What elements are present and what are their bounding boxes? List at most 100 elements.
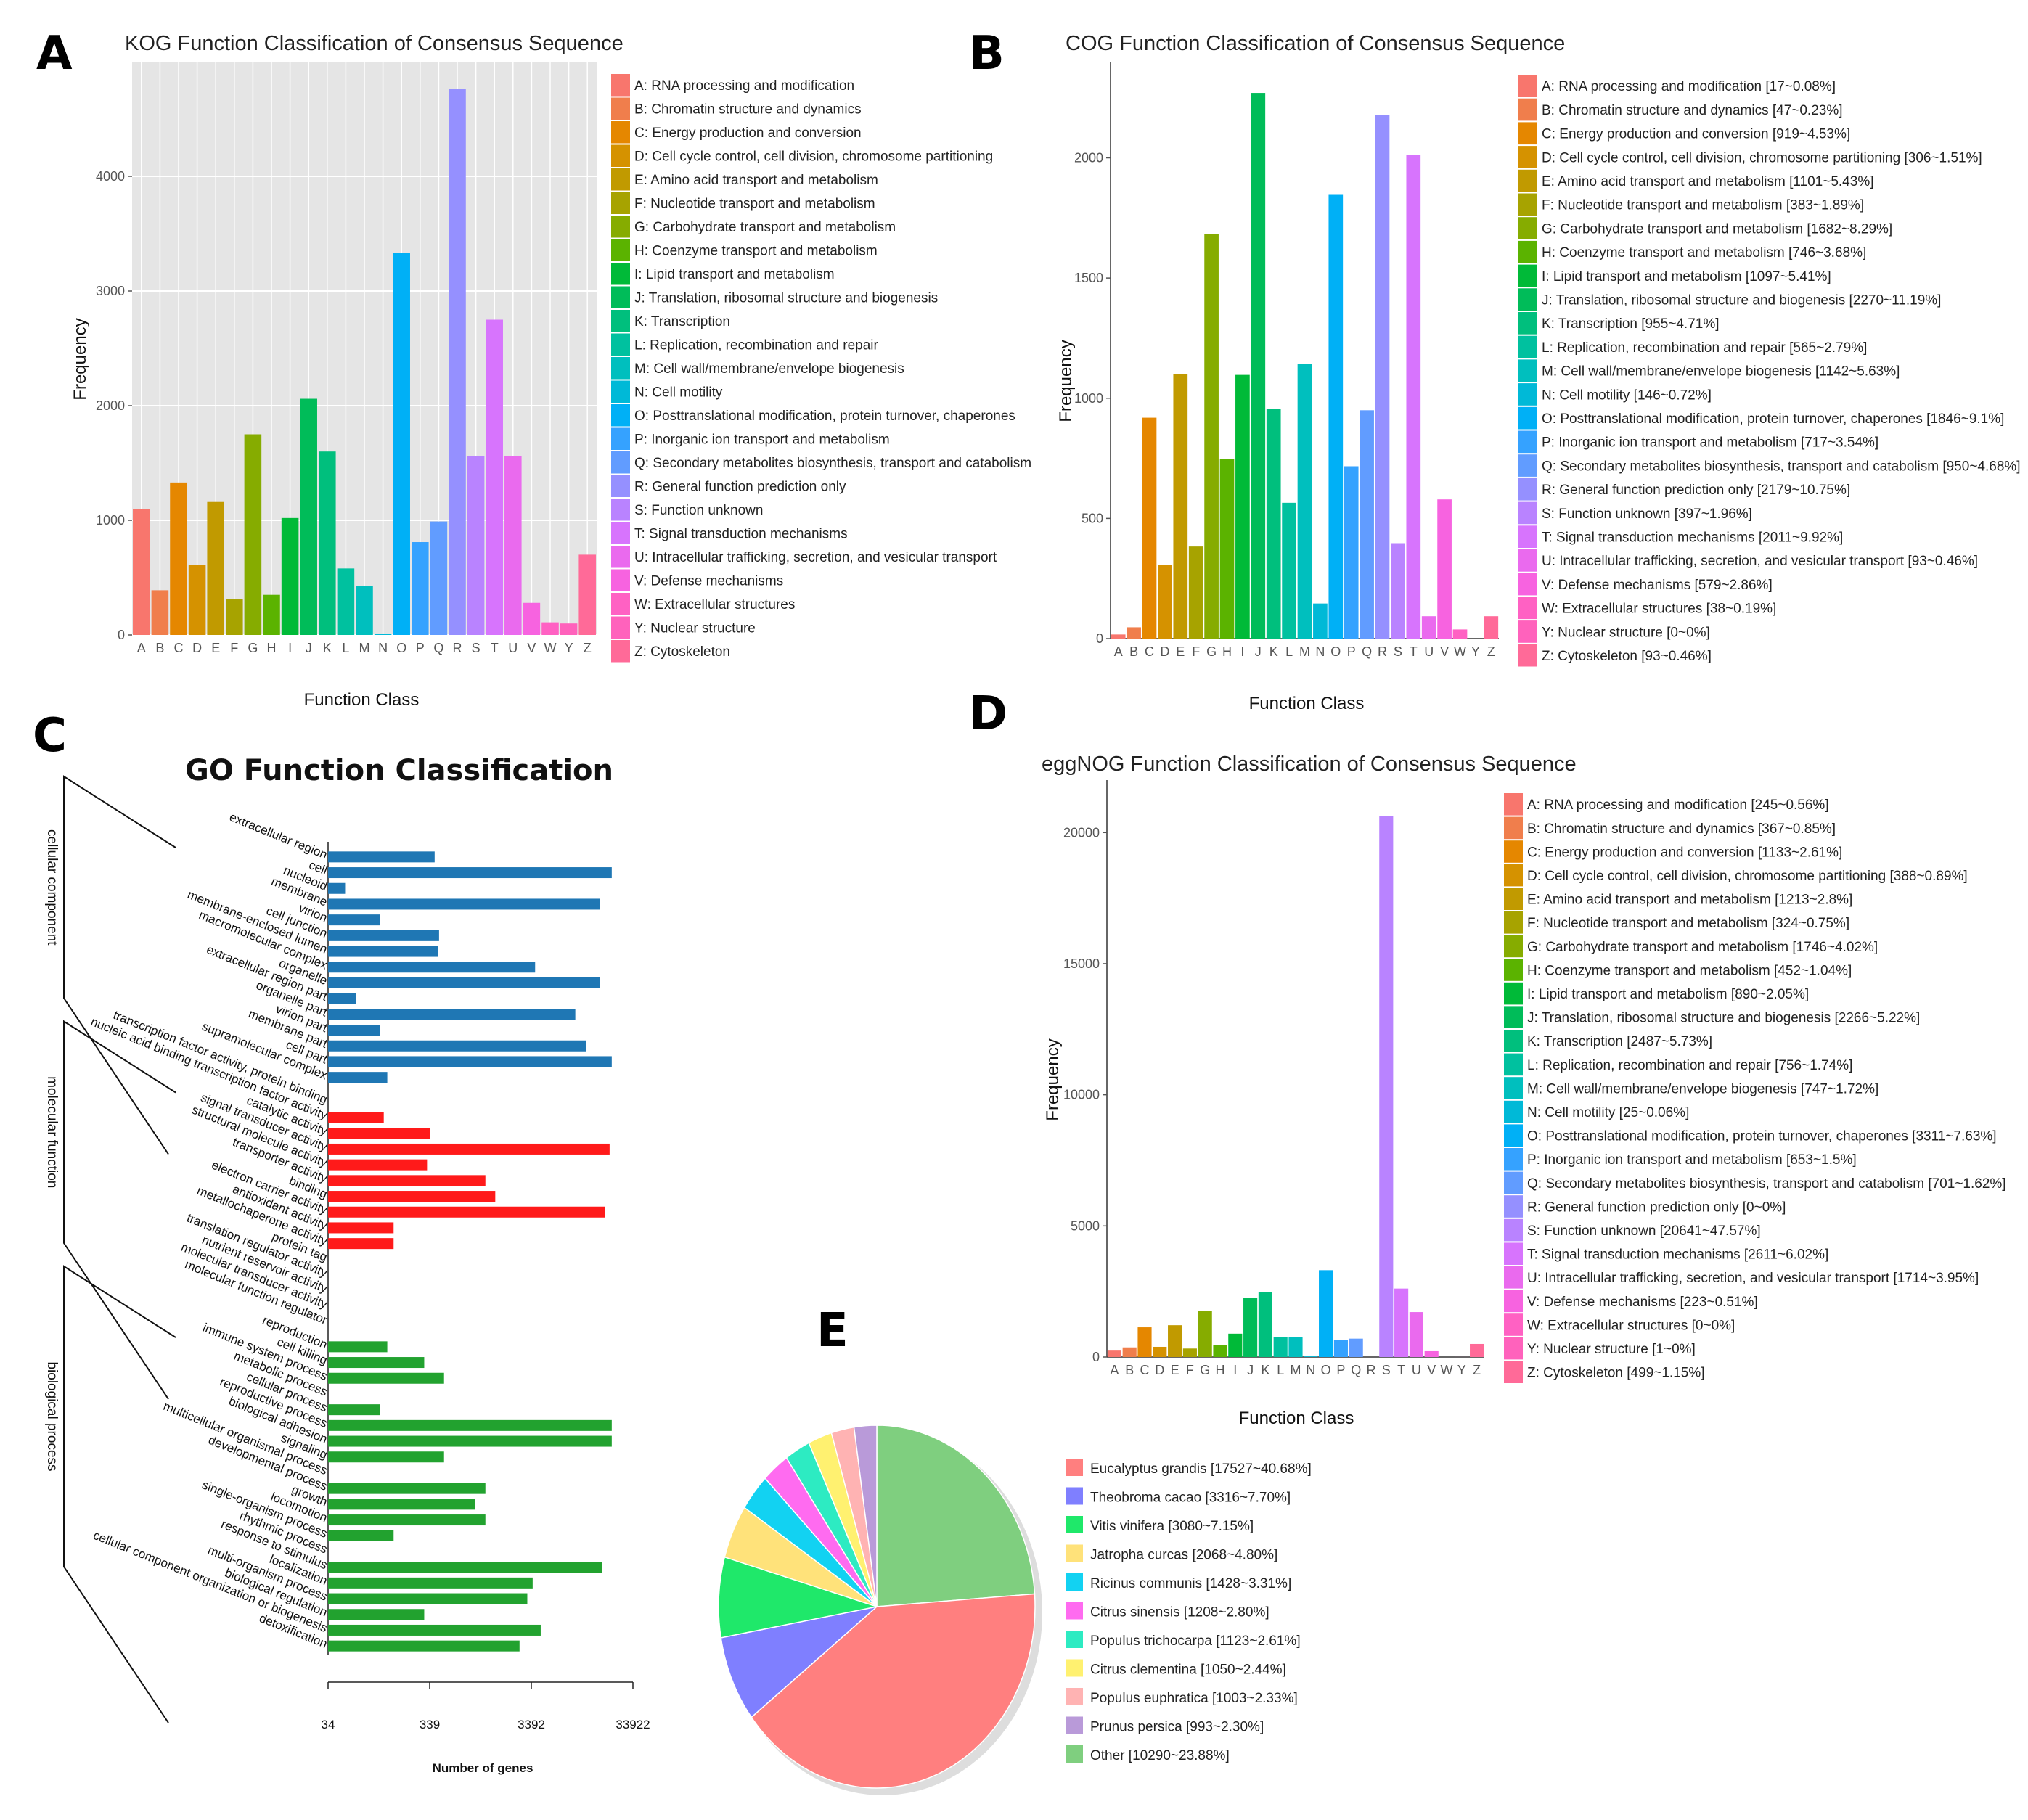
cog-bar-p <box>1344 466 1359 639</box>
eggnog-legend-swatch <box>1504 1124 1523 1147</box>
eggnog-bar-u <box>1409 1312 1423 1357</box>
cog-legend-swatch <box>1518 620 1537 643</box>
cog-legend-label: C: Energy production and conversion [919… <box>1542 127 1850 142</box>
cog-bar-v <box>1437 499 1452 639</box>
eggnog-legend-swatch <box>1504 840 1523 863</box>
kog-xlabel: Function Class <box>304 690 420 710</box>
go-category-bracket <box>63 1265 176 1723</box>
eggnog-xtick-label: A <box>1110 1363 1119 1377</box>
cog-legend-label: F: Nucleotide transport and metabolism [… <box>1542 198 1864 213</box>
eggnog-legend-label: H: Coenzyme transport and metabolism [45… <box>1527 963 1852 978</box>
pie-legend-label: Eucalyptus grandis [17527~40.68%] <box>1090 1462 1312 1477</box>
cog-bar-b <box>1127 627 1141 639</box>
kog-xtick-label: P <box>416 641 425 655</box>
go-bar <box>328 1404 380 1416</box>
eggnog-legend-label: Y: Nuclear structure [1~0%] <box>1527 1342 1696 1357</box>
eggnog-xtick-label: M <box>1291 1363 1301 1377</box>
go-bar <box>328 1143 610 1155</box>
go-bar <box>328 914 380 926</box>
go-bar <box>328 1562 602 1573</box>
kog-xtick-label: I <box>288 641 292 655</box>
cog-legend-swatch <box>1518 146 1537 168</box>
eggnog-legend-swatch <box>1504 1195 1523 1218</box>
eggnog-legend-label: K: Transcription [2487~5.73%] <box>1527 1034 1712 1049</box>
kog-legend-swatch <box>611 263 630 285</box>
eggnog-bar-o <box>1319 1270 1333 1357</box>
eggnog-legend-label: R: General function prediction only [0~0… <box>1527 1200 1786 1215</box>
pie-slice <box>876 1425 1036 1607</box>
eggnog-ytick-label: 15000 <box>1063 956 1100 971</box>
kog-legend-label: V: Defense mechanisms <box>634 574 783 589</box>
cog-legend-swatch <box>1518 98 1537 121</box>
cog-bar-j <box>1251 93 1266 639</box>
kog-legend-swatch <box>611 616 630 639</box>
cog-legend-label: S: Function unknown [397~1.96%] <box>1542 507 1752 522</box>
cog-legend-label: L: Replication, recombination and repair… <box>1542 340 1867 356</box>
cog-legend-swatch <box>1518 454 1537 477</box>
kog-legend-swatch <box>611 357 630 380</box>
cog-xtick-label: N <box>1315 644 1325 659</box>
eggnog-bar-t <box>1394 1288 1409 1357</box>
eggnog-bar-q <box>1349 1338 1363 1357</box>
pie-legend-swatch <box>1066 1659 1083 1677</box>
kog-bar-h <box>263 594 280 635</box>
cog-legend-label: O: Posttranslational modification, prote… <box>1542 411 2004 427</box>
eggnog-legend-label: A: RNA processing and modification [245~… <box>1527 798 1829 813</box>
pie-legend-label: Citrus clementina [1050~2.44%] <box>1090 1663 1286 1678</box>
cog-legend-label: M: Cell wall/membrane/envelope biogenesi… <box>1542 364 1900 380</box>
pie-legend-swatch <box>1066 1487 1083 1505</box>
cog-bar-n <box>1313 603 1328 639</box>
kog-xtick-label: J <box>306 641 312 655</box>
cog-legend-label: I: Lipid transport and metabolism [1097~… <box>1542 269 1831 284</box>
eggnog-bar-s <box>1379 816 1394 1357</box>
cog-ytick-label: 1500 <box>1074 271 1103 285</box>
eggnog-xtick-label: I <box>1233 1363 1237 1377</box>
eggnog-xtick-label: O <box>1321 1363 1331 1377</box>
cog-legend-swatch <box>1518 264 1537 287</box>
kog-ytick-label: 2000 <box>96 398 125 413</box>
go-bar <box>328 882 346 894</box>
cog-bar-g <box>1204 234 1219 639</box>
pie-legend-label: Theobroma cacao [3316~7.70%] <box>1090 1491 1291 1506</box>
go-bar <box>328 1483 486 1494</box>
cog-legend-swatch <box>1518 217 1537 239</box>
cog-xtick-label: J <box>1255 644 1262 659</box>
go-bar <box>328 1624 541 1636</box>
eggnog-bar-a <box>1107 1350 1121 1357</box>
eggnog-legend-swatch <box>1504 935 1523 958</box>
eggnog-legend-swatch <box>1504 982 1523 1005</box>
cog-legend-label: P: Inorganic ion transport and metabolis… <box>1542 435 1878 451</box>
eggnog-bar-g <box>1198 1311 1212 1357</box>
go-bar <box>328 1175 486 1186</box>
eggnog-bar-d <box>1153 1346 1167 1357</box>
pie-legend-label: Vitis vinifera [3080~7.15%] <box>1090 1519 1254 1534</box>
eggnog-legend-label: B: Chromatin structure and dynamics [367… <box>1527 821 1836 837</box>
eggnog-ytick-label: 0 <box>1092 1350 1100 1364</box>
cog-xtick-label: L <box>1285 644 1293 659</box>
kog-bar-z <box>578 554 596 635</box>
kog-legend-label: T: Signal transduction mechanisms <box>634 527 848 542</box>
go-bar <box>328 1072 388 1083</box>
kog-legend-swatch <box>611 216 630 238</box>
cog-legend-swatch <box>1518 430 1537 454</box>
cog-xtick-label: I <box>1240 644 1244 659</box>
cog-xtick-label: G <box>1206 644 1217 659</box>
cog-legend-swatch <box>1518 573 1537 596</box>
eggnog-legend-label: Q: Secondary metabolites biosynthesis, t… <box>1527 1176 2006 1192</box>
kog-legend-label: G: Carbohydrate transport and metabolism <box>634 220 896 235</box>
eggnog-legend-label: C: Energy production and conversion [113… <box>1527 845 1842 860</box>
eggnog-bar-j <box>1243 1298 1258 1357</box>
go-bar <box>328 1040 586 1052</box>
go-bar <box>328 1372 444 1384</box>
eggnog-legend-swatch <box>1504 1006 1523 1028</box>
eggnog-title: eggNOG Function Classification of Consen… <box>1042 753 1577 776</box>
eggnog-bar-p <box>1333 1340 1348 1357</box>
kog-bar-e <box>207 501 224 635</box>
cog-xtick-label: U <box>1424 644 1434 659</box>
cog-legend-label: Z: Cytoskeleton [93~0.46%] <box>1542 649 1712 664</box>
kog-ytick-label: 4000 <box>96 169 125 184</box>
pie-legend-label: Ricinus communis [1428~3.31%] <box>1090 1576 1291 1591</box>
cog-legend-swatch <box>1518 240 1537 263</box>
go-bar <box>328 1238 394 1250</box>
go-xtick-label: 34 <box>322 1718 335 1731</box>
